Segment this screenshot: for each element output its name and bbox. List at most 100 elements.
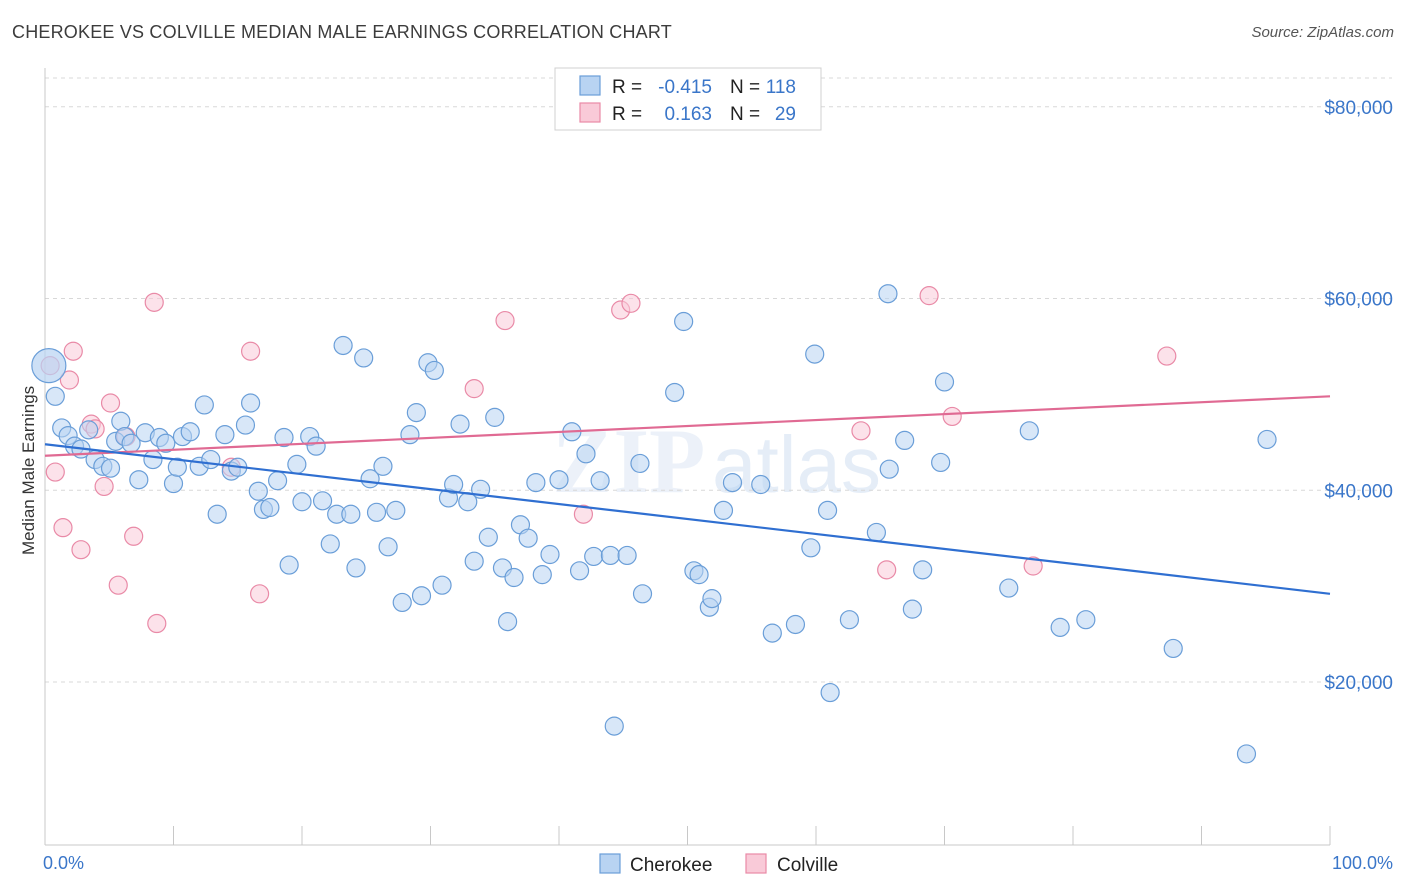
cherokee-point xyxy=(215,425,235,445)
cherokee-point xyxy=(632,584,653,604)
cherokee-point xyxy=(386,500,406,520)
axes xyxy=(44,68,1331,846)
cherokee-point xyxy=(549,470,569,490)
cherokee-point xyxy=(879,459,899,479)
cherokee-point xyxy=(478,527,498,547)
cherokee-point xyxy=(400,425,420,445)
cherokee-point xyxy=(600,545,621,566)
bottom-legend-label-cherokee: Cherokee xyxy=(630,855,712,876)
cherokee-point xyxy=(665,382,685,403)
x-tick-labels: 0.0% 100.0% xyxy=(43,853,1393,873)
bottom-legend-swatch-cherokee xyxy=(599,853,621,874)
cherokee-point xyxy=(617,545,637,566)
source-credit: Source: ZipAtlas.com xyxy=(1251,24,1394,41)
legend-n-label-colville: N = xyxy=(730,104,760,125)
cherokee-point xyxy=(287,454,307,474)
cherokee-point xyxy=(241,393,261,413)
legend-swatch-cherokee xyxy=(579,75,601,96)
y-tick-label-1: $40,000 xyxy=(1324,481,1393,502)
colville-point xyxy=(851,421,871,441)
cherokee-point xyxy=(878,284,898,304)
cherokee-point xyxy=(79,420,99,440)
cherokee-point xyxy=(584,546,604,567)
cherokee-point xyxy=(450,414,470,434)
colville-point xyxy=(1157,346,1177,366)
cherokee-point xyxy=(913,560,933,580)
colville-point xyxy=(53,518,73,538)
cherokee-point xyxy=(143,449,163,470)
colville-point xyxy=(94,476,114,497)
cherokee-points xyxy=(31,284,1277,764)
colville-point xyxy=(241,341,261,361)
cherokee-point xyxy=(604,716,624,736)
cherokee-point xyxy=(934,372,955,392)
cherokee-point xyxy=(902,599,922,619)
cherokee-point xyxy=(312,491,333,511)
x-tick-label-0: 0.0% xyxy=(43,853,84,873)
cherokee-point xyxy=(248,481,268,501)
x-tick-label-1: 100.0% xyxy=(1332,853,1393,873)
cherokee-point xyxy=(839,610,860,630)
cherokee-point xyxy=(526,472,546,493)
colville-point xyxy=(147,613,167,634)
cherokee-point xyxy=(713,500,734,520)
colville-point xyxy=(59,370,80,390)
colville-point xyxy=(464,379,484,399)
cherokee-point xyxy=(498,612,518,632)
cherokee-point xyxy=(267,471,288,491)
cherokee-point xyxy=(1236,744,1257,764)
cherokee-point xyxy=(485,407,505,427)
cherokee-point xyxy=(1050,617,1070,637)
colville-point xyxy=(919,286,939,306)
colville-point xyxy=(108,575,128,595)
cherokee-point xyxy=(1163,638,1183,659)
cherokee-point xyxy=(866,522,886,543)
cherokee-point xyxy=(751,474,771,495)
cherokee-point xyxy=(274,427,294,448)
cherokee-point xyxy=(180,422,200,442)
cherokee-point xyxy=(540,544,560,565)
cherokee-point xyxy=(576,444,596,464)
colville-point xyxy=(877,560,897,580)
cherokee-point xyxy=(785,614,806,635)
colville-point xyxy=(63,341,83,361)
cherokee-point xyxy=(406,403,426,423)
cherokee-point xyxy=(722,472,743,493)
cherokee-point xyxy=(346,558,366,578)
colville-point xyxy=(495,310,515,331)
cherokee-point xyxy=(518,528,538,548)
cherokee-point xyxy=(817,500,838,520)
cherokee-point xyxy=(424,360,444,381)
legend-box: R = -0.415 N = 118 R = 0.163 N = 29 xyxy=(554,67,822,131)
cherokee-point xyxy=(444,474,464,495)
legend-r-label-cherokee: R = xyxy=(612,77,642,98)
y-axis-title: Median Male Earnings xyxy=(19,386,38,555)
cherokee-point xyxy=(689,565,709,585)
cherokee-point xyxy=(167,457,187,477)
cherokee-point xyxy=(820,682,840,703)
cherokee-point xyxy=(895,430,915,451)
cherokee-point xyxy=(999,578,1019,598)
colville-point xyxy=(249,584,270,604)
cherokee-point xyxy=(320,534,340,554)
legend-swatch-colville xyxy=(579,102,601,123)
cherokee-point xyxy=(31,348,67,384)
cherokee-point xyxy=(100,458,121,478)
legend-n-value-cherokee: 118 xyxy=(766,77,796,98)
colville-point xyxy=(942,406,962,427)
cherokee-point xyxy=(931,452,951,473)
legend-r-value-cherokee: -0.415 xyxy=(658,77,712,98)
colville-trend-line xyxy=(44,395,1331,457)
trend-lines xyxy=(44,395,1331,595)
cherokee-point xyxy=(341,504,361,524)
cherokee-point xyxy=(1019,421,1039,441)
cherokee-point xyxy=(432,575,452,595)
cherokee-point xyxy=(590,471,610,491)
cherokee-point xyxy=(207,504,227,524)
cherokee-trend-line xyxy=(44,443,1331,595)
cherokee-point xyxy=(504,567,524,588)
cherokee-point xyxy=(333,335,353,356)
y-tick-label-0: $20,000 xyxy=(1324,673,1393,694)
colville-point xyxy=(71,540,91,560)
chart-title: CHEROKEE VS COLVILLE MEDIAN MALE EARNING… xyxy=(12,22,672,42)
